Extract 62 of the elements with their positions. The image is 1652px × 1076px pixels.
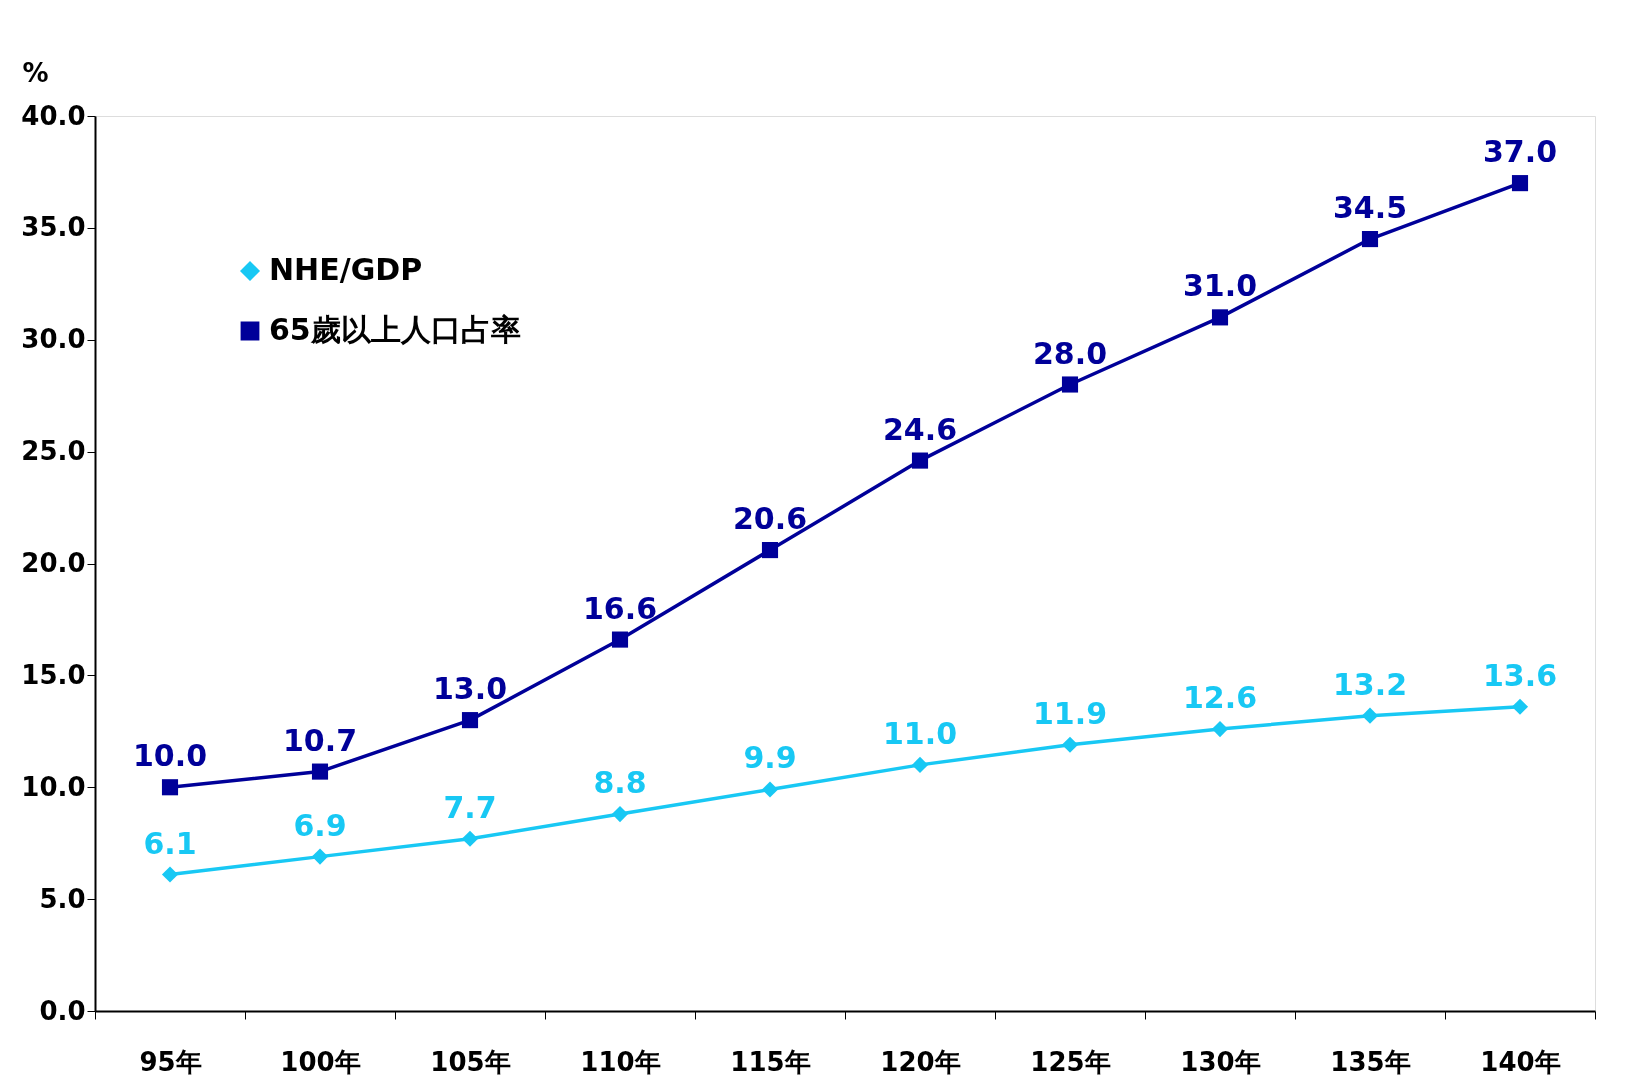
data-label: 7.7 bbox=[443, 789, 497, 825]
x-tick-label: 140年 bbox=[1480, 1046, 1561, 1076]
y-tick-label: 40.0 bbox=[21, 100, 86, 131]
point bbox=[311, 848, 329, 865]
point bbox=[1511, 698, 1529, 715]
x-tick-label: 100年 bbox=[280, 1046, 361, 1076]
x-tick-label: 120年 bbox=[880, 1046, 961, 1076]
y-tick-label: 5.0 bbox=[39, 883, 86, 914]
point bbox=[611, 631, 629, 648]
point bbox=[461, 712, 479, 729]
point bbox=[911, 756, 929, 773]
point bbox=[761, 781, 779, 798]
data-label: 20.6 bbox=[732, 501, 808, 537]
data-label: 10.0 bbox=[132, 738, 208, 774]
x-tick-label: 125年 bbox=[1030, 1046, 1111, 1076]
data-label: 13.2 bbox=[1332, 666, 1408, 702]
point bbox=[1061, 736, 1079, 753]
data-label: 31.0 bbox=[1182, 268, 1258, 304]
legend-label: 65歲以上人口占率 bbox=[269, 312, 521, 347]
data-label: 16.6 bbox=[582, 590, 658, 626]
data-label: 34.5 bbox=[1332, 190, 1408, 226]
y-tick-label: 15.0 bbox=[21, 659, 86, 690]
data-label: 6.1 bbox=[143, 825, 197, 861]
data-label: 11.0 bbox=[882, 715, 958, 751]
point bbox=[1061, 376, 1079, 393]
x-tick-label: 115年 bbox=[730, 1046, 811, 1076]
x-tick-label: 95年 bbox=[139, 1046, 202, 1076]
y-tick-label: 0.0 bbox=[39, 995, 86, 1026]
data-label: 8.8 bbox=[593, 765, 647, 801]
y-tick-label: 20.0 bbox=[21, 548, 86, 578]
point bbox=[311, 763, 329, 780]
point bbox=[1211, 309, 1229, 326]
y-tick-label: 30.0 bbox=[21, 324, 86, 355]
x-tick-label: 110年 bbox=[580, 1046, 661, 1076]
point bbox=[161, 866, 179, 883]
point bbox=[1511, 175, 1529, 192]
point bbox=[611, 806, 629, 823]
point bbox=[1211, 721, 1229, 738]
data-label: 37.0 bbox=[1482, 134, 1558, 170]
point bbox=[761, 542, 779, 559]
data-label: 28.0 bbox=[1032, 335, 1108, 371]
legend-label: NHE/GDP bbox=[269, 252, 423, 287]
data-label: 6.9 bbox=[293, 807, 347, 843]
data-label: 13.6 bbox=[1482, 657, 1558, 693]
point bbox=[1361, 231, 1379, 248]
y-axis-title: % bbox=[22, 57, 49, 88]
data-label: 12.6 bbox=[1182, 680, 1258, 716]
y-tick-label: 10.0 bbox=[21, 771, 86, 802]
point bbox=[161, 779, 179, 796]
x-tick-label: 105年 bbox=[430, 1046, 511, 1076]
data-label: 10.7 bbox=[282, 722, 358, 758]
x-tick-label: 135年 bbox=[1330, 1046, 1411, 1076]
point bbox=[911, 452, 929, 469]
data-label: 11.9 bbox=[1032, 695, 1108, 731]
point bbox=[461, 830, 479, 847]
data-label: 24.6 bbox=[882, 411, 958, 447]
y-tick-label: 25.0 bbox=[21, 436, 86, 467]
point bbox=[1361, 707, 1379, 724]
x-tick-label: 130年 bbox=[1180, 1046, 1261, 1076]
y-tick-label: 35.0 bbox=[21, 212, 86, 243]
data-label: 13.0 bbox=[432, 671, 508, 707]
data-label: 9.9 bbox=[743, 740, 797, 776]
